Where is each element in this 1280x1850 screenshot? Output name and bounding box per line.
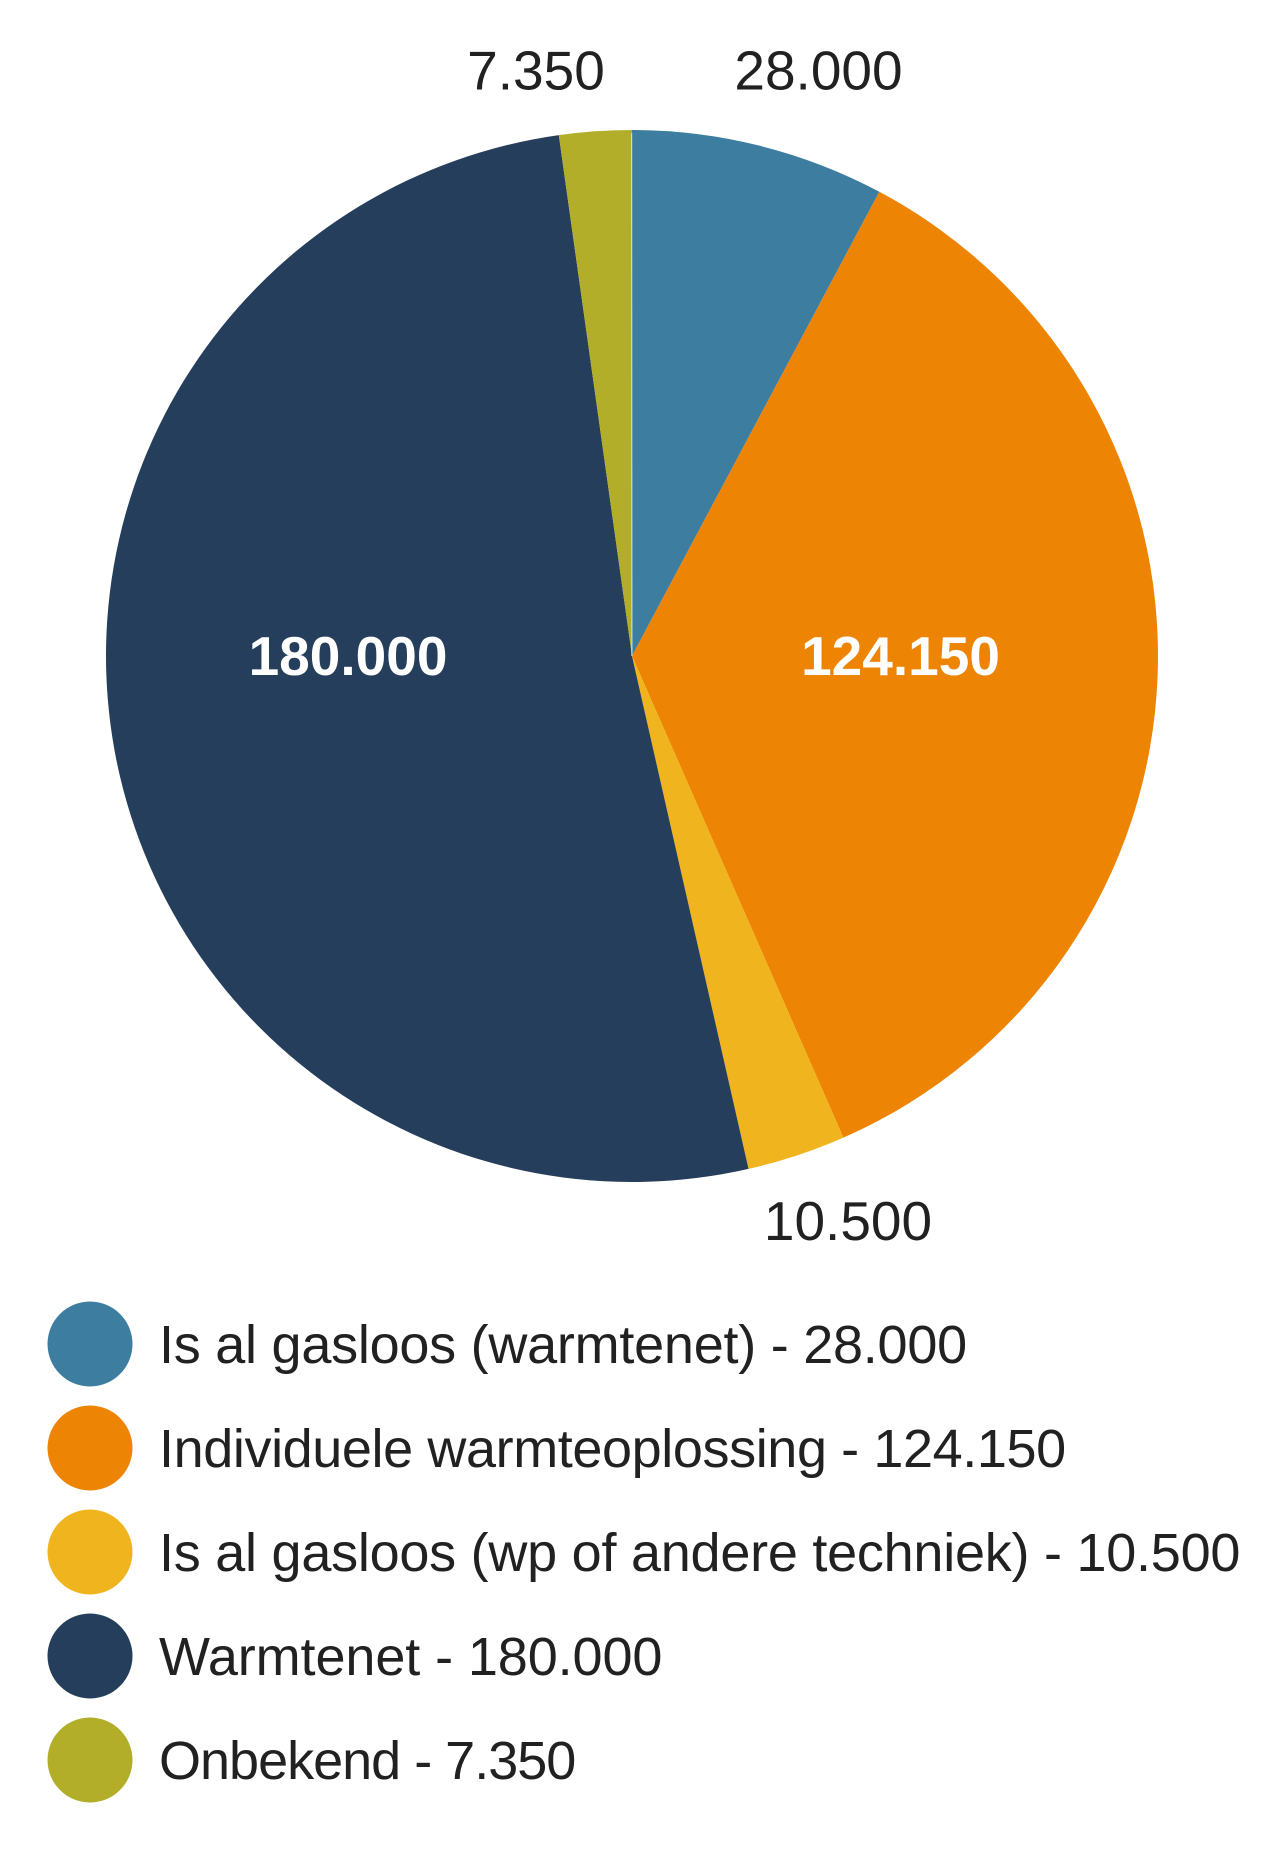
svg-text:Is al gasloos (wp of andere te: Is al gasloos (wp of andere techniek) - … [159, 1523, 1240, 1583]
svg-text:Is al gasloos (warmtenet) - 28: Is al gasloos (warmtenet) - 28.000 [159, 1315, 967, 1375]
svg-text:10.500: 10.500 [764, 1190, 932, 1252]
svg-text:Individuele warmteoplossing -: Individuele warmteoplossing - 124.150 [159, 1419, 1066, 1479]
svg-text:Warmtenet - 180.000: Warmtenet - 180.000 [159, 1627, 662, 1687]
svg-text:180.000: 180.000 [249, 625, 448, 687]
svg-text:7.350: 7.350 [467, 40, 605, 102]
svg-text:28.000: 28.000 [734, 40, 902, 102]
svg-text:124.150: 124.150 [801, 625, 1000, 687]
svg-text:Onbekend - 7.350: Onbekend - 7.350 [159, 1731, 575, 1791]
